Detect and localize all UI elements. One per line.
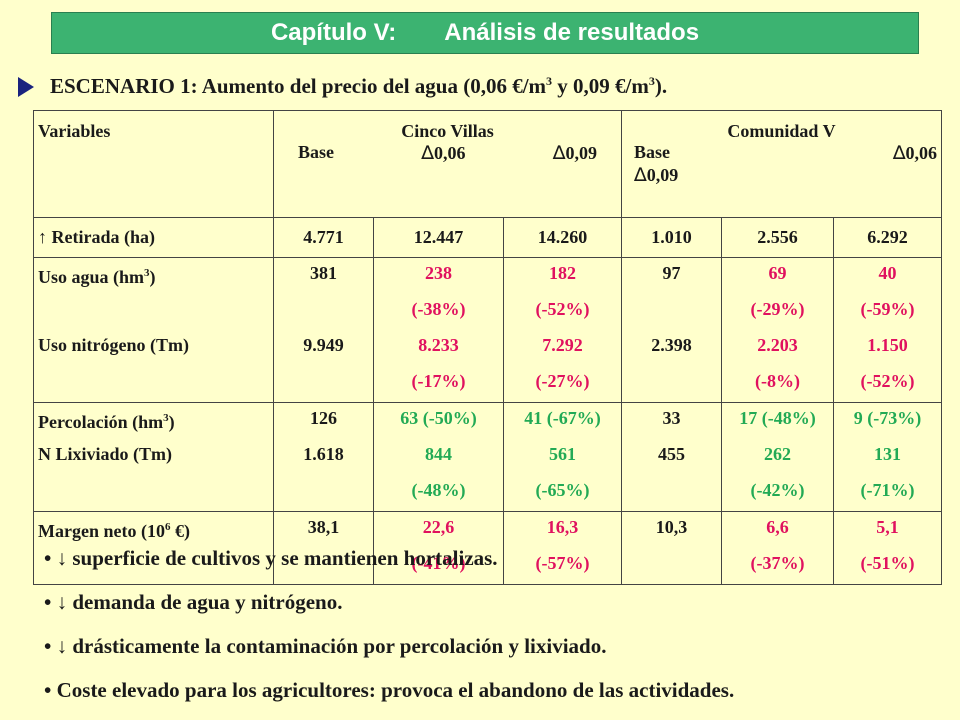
label-uso-nitrogeno: Uso nitrógeno (Tm)	[38, 335, 189, 355]
bullet-list: • ↓ superficie de cultivos y se mantiene…	[44, 540, 944, 716]
scenario-heading: ESCENARIO 1: Aumento del precio del agua…	[18, 74, 948, 99]
table-row-retirada: ↑ Retirada (ha) 4.771 12.447 14.260 1.01…	[33, 217, 943, 258]
title-bar: Capítulo V: Análisis de resultados	[51, 12, 919, 54]
header-cinco-villas: Cinco Villas Base ∆0,06 ∆0,09	[273, 110, 622, 218]
bullet-item: • ↓ superficie de cultivos y se mantiene…	[44, 546, 498, 570]
header-comunidad-v: Comunidad V Base ∆0,06 ∆0,09	[620, 110, 943, 218]
bullet-item: • ↓ drásticamente la contaminación por p…	[44, 634, 607, 658]
bullet-item: • Coste elevado para los agricultores: p…	[44, 678, 735, 702]
label-margen: Margen neto (106 €)	[38, 521, 190, 541]
chapter-label: Capítulo V:	[270, 19, 397, 46]
label-uso-agua: Uso agua (hm3)	[38, 267, 156, 287]
scenario-text: ESCENARIO 1: Aumento del precio del agua…	[50, 74, 668, 98]
table-row-agua-nitrogeno: Uso agua (hm3) Uso nitrógeno (Tm) 381 9.9…	[33, 257, 943, 403]
results-table: Variables Cinco Villas Base ∆0,06 ∆0,09 …	[33, 110, 943, 585]
table-row-margen: Margen neto (106 €) 38,1 22,6 (-41%) 16,3…	[33, 511, 943, 585]
header-variables: Variables	[33, 110, 274, 218]
label-retirada: ↑ Retirada (ha)	[33, 217, 274, 258]
label-percolacion: Percolación (hm3)	[38, 412, 175, 432]
bullet-item: • ↓ demanda de agua y nitrógeno.	[44, 590, 343, 614]
table-header-row: Variables Cinco Villas Base ∆0,06 ∆0,09 …	[33, 110, 943, 218]
table-row-percolacion-lixiviado: Percolación (hm3) N Lixiviado (Tm) 126 1.…	[33, 402, 943, 512]
arrow-bullet-icon	[18, 76, 34, 97]
chapter-subject: Análisis de resultados	[444, 19, 700, 46]
label-lixiviado: N Lixiviado (Tm)	[38, 444, 173, 464]
